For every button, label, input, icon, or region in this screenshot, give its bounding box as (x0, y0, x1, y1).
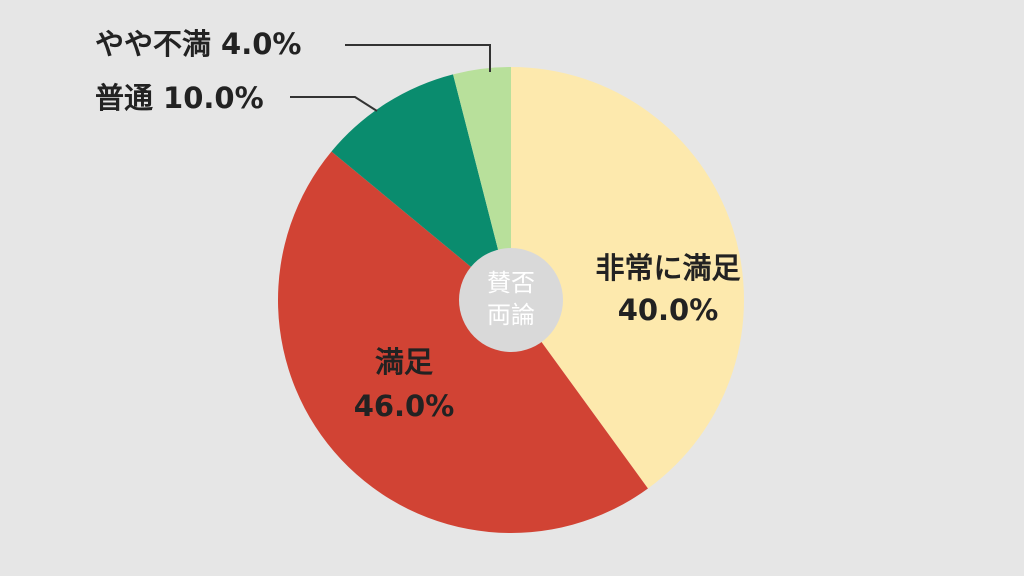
pie-slice (331, 74, 511, 300)
center-circle (459, 248, 563, 352)
slice-value-label: 10.0% (163, 81, 264, 115)
leader-line (290, 96, 378, 112)
leader-line (345, 44, 491, 72)
slice-label: 普通 10.0% (95, 81, 264, 115)
slice-label: 非常に満足 (595, 251, 740, 285)
slice-label: やや不満 4.0% (95, 27, 301, 61)
pie-slice (453, 67, 511, 300)
slice-name: 普通 (95, 81, 153, 115)
pie-slice (278, 151, 648, 533)
slice-value-label: 46.0% (354, 389, 455, 423)
slice-label: 満足 (375, 345, 433, 379)
pie-slice (511, 67, 744, 489)
center-label: 賛否 (487, 269, 535, 297)
slice-value-label: 40.0% (618, 293, 719, 327)
slice-value-label: 4.0% (221, 27, 301, 61)
slice-name: やや不満 (95, 27, 211, 61)
center-label: 両論 (487, 301, 535, 329)
